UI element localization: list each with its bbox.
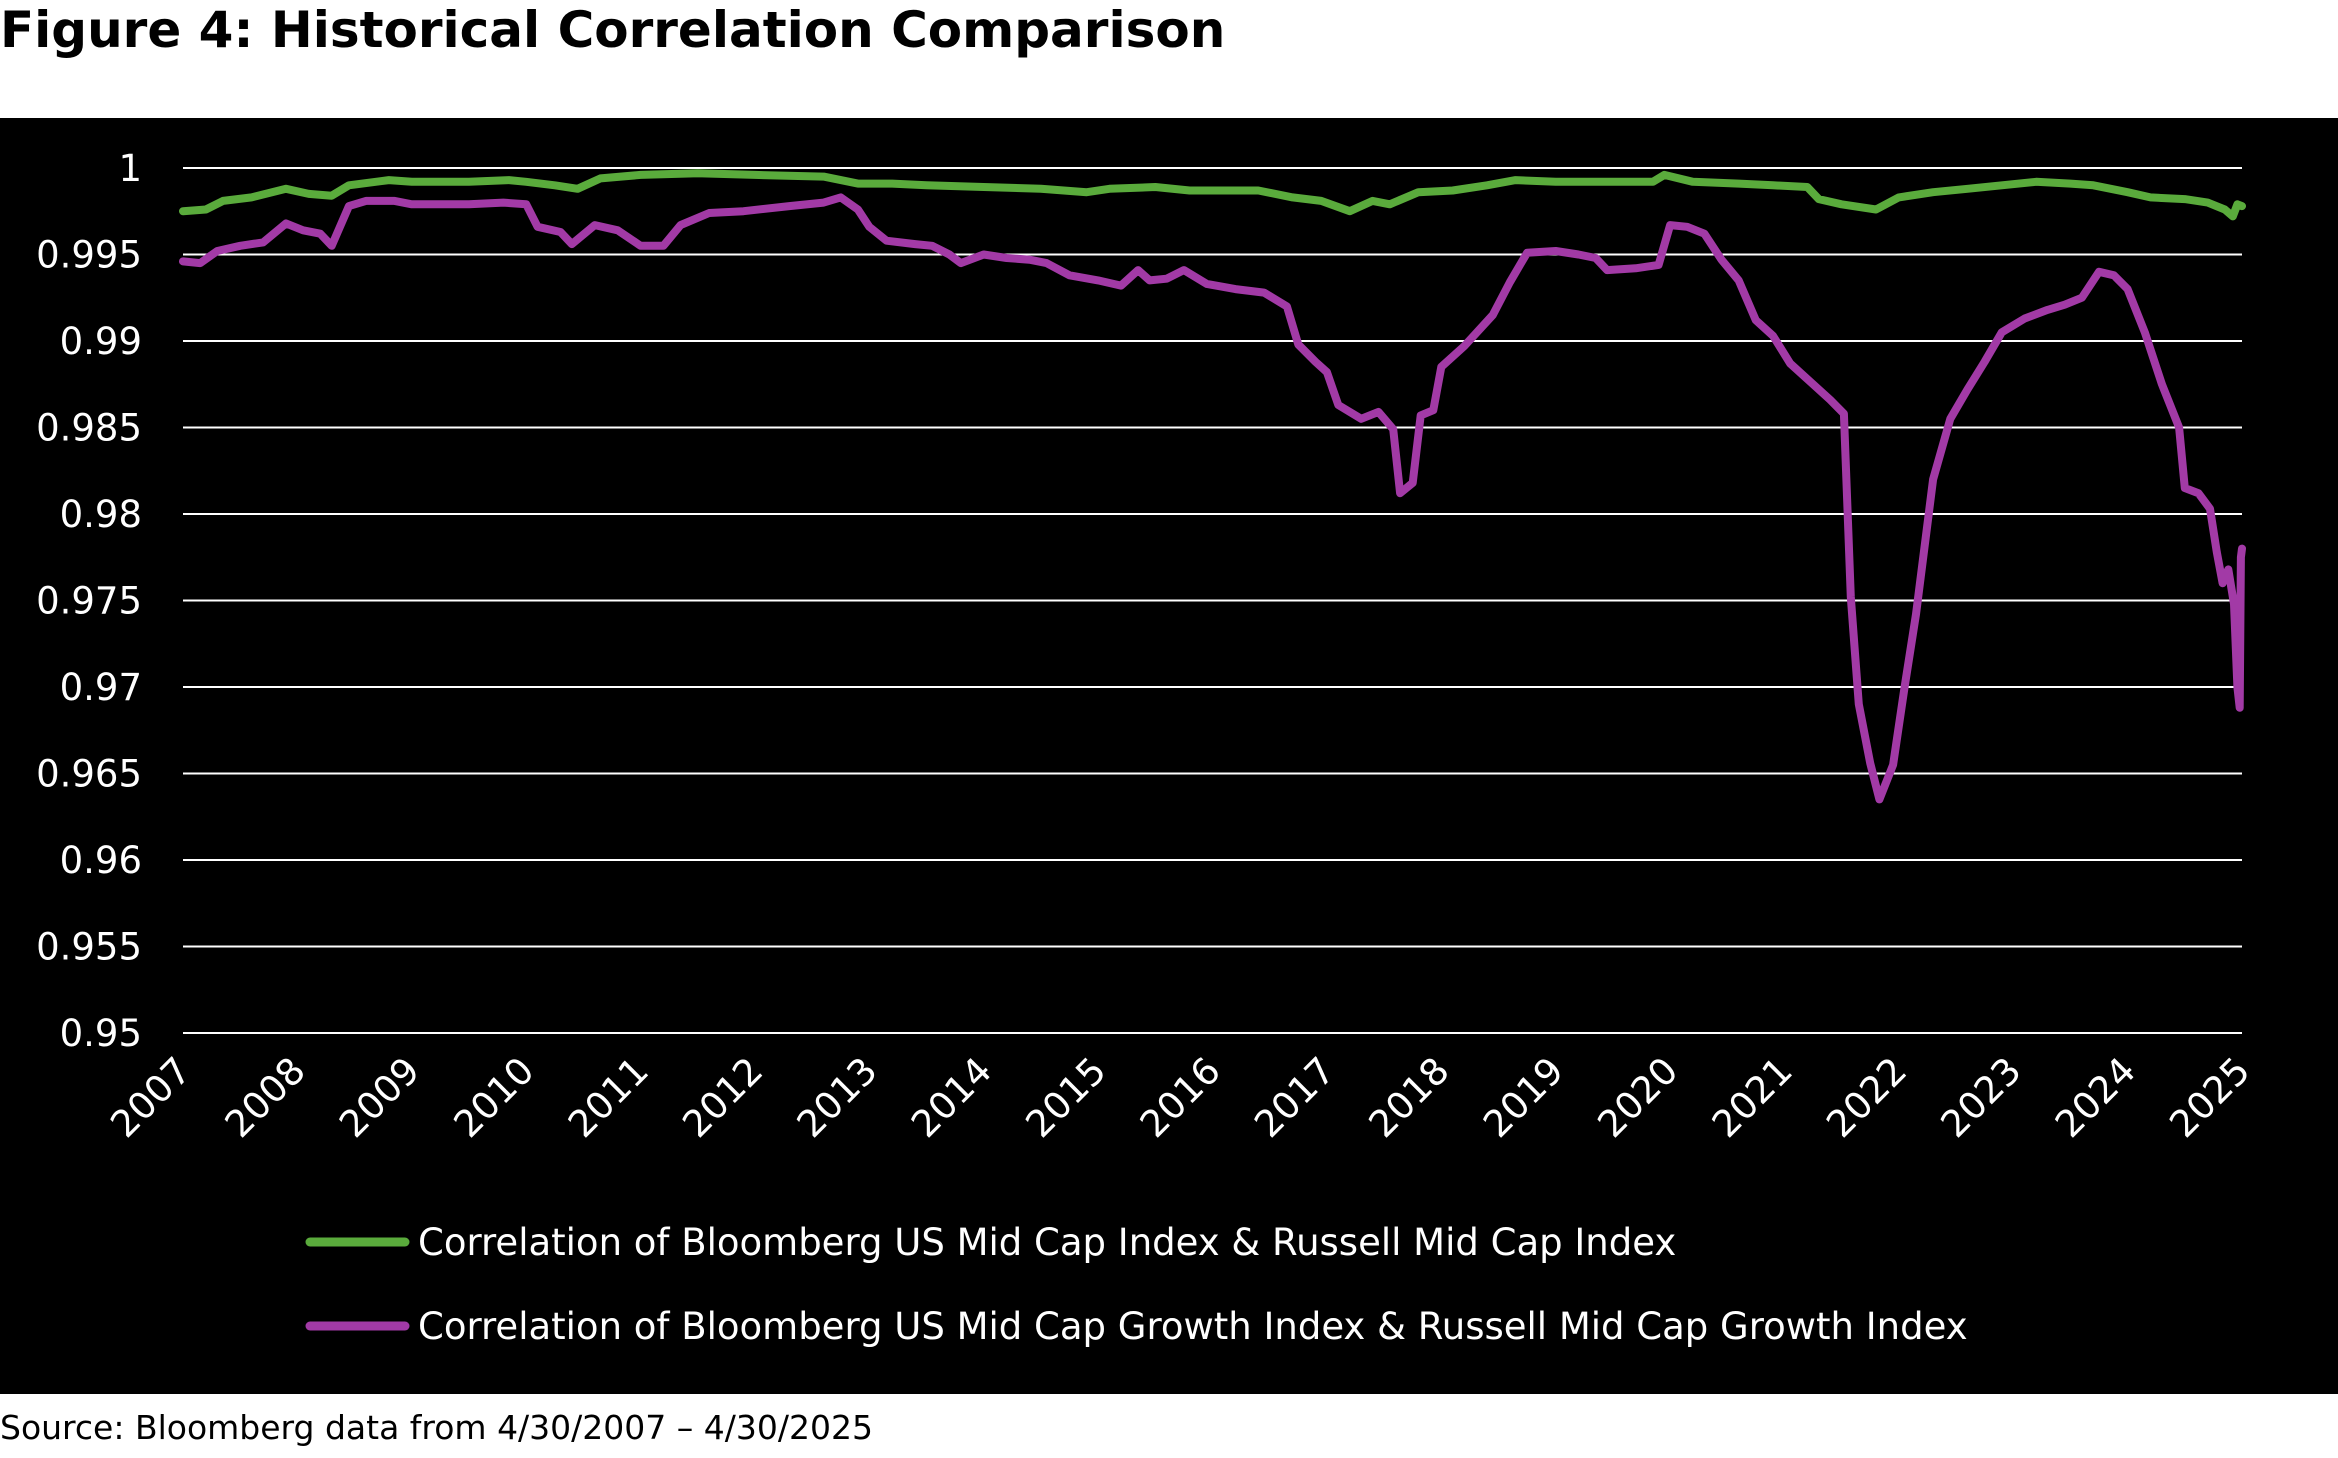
y-tick-label: 0.955 [36,926,142,969]
x-tick-label: 2010 [446,1049,543,1146]
series-line-1 [179,169,2246,221]
legend-label-2: Correlation of Bloomberg US Mid Cap Grow… [418,1305,1968,1348]
x-tick-label: 2024 [2047,1049,2144,1146]
x-tick-label: 2008 [217,1049,314,1146]
y-tick-label: 1 [118,147,142,190]
x-tick-label: 2016 [1132,1049,1229,1146]
x-tick-label: 2012 [674,1049,771,1146]
y-tick-label: 0.95 [60,1012,142,1055]
gridlines [183,167,2242,1034]
y-tick-label: 0.99 [60,320,142,363]
line-chart: 0.95 0.955 0.96 0.965 0.97 0.975 0.98 0.985 0.99… [36,147,2258,1348]
x-tick-label: 2011 [560,1049,657,1146]
x-tick-label: 2020 [1589,1049,1686,1146]
y-tick-label: 0.97 [60,666,142,709]
x-tick-label: 2009 [331,1049,428,1146]
legend: Correlation of Bloomberg US Mid Cap Inde… [305,1221,1968,1348]
x-axis-ticks: 2007 2008 2009 2010 2011 2012 2013 2014 2015 2016… [102,1049,2258,1146]
x-tick-label: 2025 [2161,1049,2258,1146]
legend-label-1: Correlation of Bloomberg US Mid Cap Inde… [418,1221,1676,1264]
figure-title: Figure 4: Historical Correlation Compari… [0,1,1226,59]
source-note: Source: Bloomberg data from 4/30/2007 – … [0,1408,873,1447]
series-lines [179,169,2246,804]
y-tick-label: 0.995 [36,234,142,277]
y-tick-label: 0.98 [60,493,142,536]
x-tick-label: 2013 [789,1049,886,1146]
x-tick-label: 2021 [1704,1049,1801,1146]
x-tick-label: 2014 [903,1049,1000,1146]
y-tick-label: 0.96 [60,839,142,882]
y-tick-label: 0.965 [36,753,142,796]
x-tick-label: 2015 [1017,1049,1114,1146]
x-tick-label: 2023 [1933,1049,2030,1146]
x-tick-label: 2022 [1818,1049,1915,1146]
y-tick-label: 0.975 [36,580,142,623]
x-tick-label: 2018 [1361,1049,1458,1146]
y-tick-label: 0.985 [36,407,142,450]
series-line-2 [179,193,2246,804]
x-tick-label: 2017 [1246,1049,1343,1146]
x-tick-label: 2019 [1475,1049,1572,1146]
chart-panel: 0.95 0.955 0.96 0.965 0.97 0.975 0.98 0.985 0.99… [0,118,2338,1394]
x-tick-label: 2007 [102,1049,199,1146]
y-axis-ticks: 0.95 0.955 0.96 0.965 0.97 0.975 0.98 0.985 0.99… [36,147,142,1055]
